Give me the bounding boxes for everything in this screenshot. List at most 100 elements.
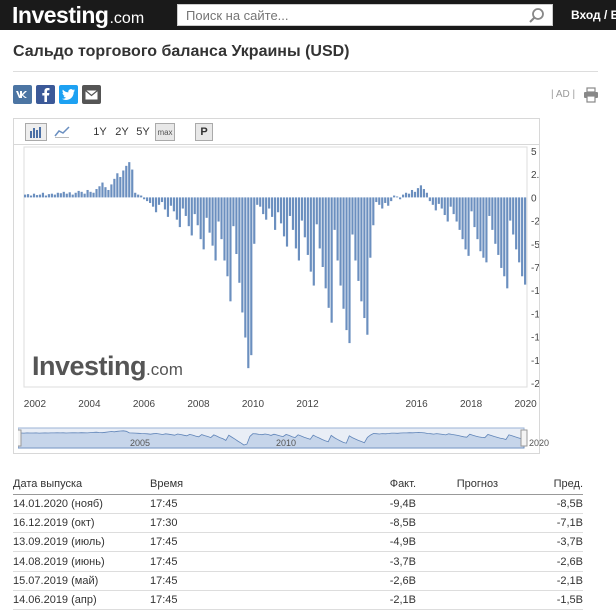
chart-bar (401, 194, 405, 198)
search-input[interactable] (178, 5, 518, 25)
chart-bar (181, 197, 184, 209)
email-share-icon[interactable] (82, 85, 101, 104)
range-1y-button[interactable]: 1Y (93, 126, 107, 138)
p-button[interactable]: P (195, 123, 213, 141)
chart-bar (464, 197, 467, 250)
chart-bar (244, 197, 247, 338)
y-tick-label: -17.5 (531, 356, 539, 367)
share-bar (13, 85, 101, 104)
navigator-label: 2005 (130, 438, 150, 448)
chart-bar (107, 189, 110, 198)
chart-bar (62, 191, 65, 198)
chart-bar (71, 194, 74, 198)
table-row: 15.07.2019 (май) 17:45 -2,6B -2,1B (13, 571, 583, 591)
row-time: 17:45 (150, 532, 300, 553)
chart-bar (279, 197, 283, 224)
chart-bar (479, 197, 482, 252)
row-forecast (416, 551, 498, 572)
twitter-share-icon[interactable] (59, 85, 78, 104)
row-date: 16.12.2019 (окт) (13, 513, 150, 534)
range-2y-button[interactable]: 2Y (115, 126, 129, 138)
row-forecast (416, 590, 498, 611)
bar-chart-icon[interactable] (25, 123, 47, 141)
row-time: 17:45 (150, 571, 300, 591)
chart-bar (419, 185, 423, 198)
chart-bar (512, 197, 515, 235)
chart-bar (515, 197, 518, 250)
header-actual[interactable]: Факт. (300, 474, 416, 495)
row-previous: -2,6B (498, 551, 583, 572)
chart-bar (521, 197, 524, 277)
chart-bar (422, 189, 426, 198)
chart-bar (163, 197, 167, 210)
chart-bar (50, 193, 53, 198)
chart-navigator[interactable]: 2005 2010 2020 (18, 420, 553, 454)
login-link[interactable]: Вход / Б (571, 8, 616, 22)
chart-bar (89, 191, 92, 198)
x-tick-label: 2006 (133, 399, 156, 410)
header-date[interactable]: Дата выпуска (13, 474, 150, 495)
chart-bar (437, 197, 440, 204)
chart-watermark: Investing .com (32, 351, 183, 382)
chart-bar (169, 197, 173, 206)
chart-bar (431, 197, 434, 205)
chart-bar (452, 197, 455, 215)
chart-bar (488, 197, 491, 216)
chart-bar (339, 197, 342, 286)
navigator-left-handle[interactable] (18, 429, 22, 447)
row-forecast (416, 513, 498, 534)
chart-bar (143, 197, 146, 200)
row-actual: -4,9B (300, 532, 416, 553)
investing-logo[interactable]: Investing .com (12, 2, 144, 28)
chart-bar (327, 197, 330, 308)
row-forecast (416, 494, 498, 514)
chart-bar (524, 197, 527, 285)
row-forecast (416, 571, 498, 591)
row-date: 14.08.2019 (июнь) (13, 551, 150, 572)
search-box[interactable] (177, 4, 553, 26)
header-forecast[interactable]: Прогноз (416, 474, 498, 495)
navigator-right-handle[interactable] (520, 429, 528, 447)
y-tick-label: 2.5 (531, 170, 539, 181)
chart-bar (226, 197, 229, 277)
row-time: 17:45 (150, 590, 300, 611)
row-date: 15.07.2019 (май) (13, 571, 150, 591)
range-max-button[interactable]: max (155, 123, 175, 141)
line-chart-icon[interactable] (51, 123, 73, 141)
chart-bar (47, 194, 50, 198)
chart-bar (157, 197, 161, 205)
chart-bar (509, 197, 512, 221)
chart-bar (74, 192, 77, 198)
navigator-label: 2010 (276, 438, 296, 448)
chart-bar (199, 197, 202, 240)
range-5y-button[interactable]: 5Y (136, 126, 150, 138)
chart-bar (146, 197, 149, 202)
chart-bar (172, 197, 175, 212)
watermark-main-text: Investing (32, 351, 147, 381)
header-time[interactable]: Время (150, 474, 300, 495)
chart-bar (369, 197, 372, 258)
ad-label: | AD | (551, 89, 576, 100)
y-tick-label: 5 (531, 147, 537, 158)
chart-bar (256, 197, 259, 205)
row-time: 17:45 (150, 551, 300, 572)
chart-bar (348, 197, 351, 344)
chart-bar (65, 193, 68, 198)
print-icon[interactable] (583, 87, 599, 103)
chart-bar (196, 197, 199, 226)
table-row: 13.09.2019 (июль) 17:45 -4,9B -3,7B (13, 532, 583, 553)
y-tick-label: -15 (531, 333, 539, 344)
chart-bar (101, 182, 104, 198)
navigator-label: 2020 (529, 438, 549, 448)
vk-share-icon[interactable] (13, 85, 32, 104)
chart-bar (119, 176, 122, 198)
logo-main-text: Investing (12, 2, 109, 28)
row-time: 17:30 (150, 513, 300, 534)
chart-bar (434, 197, 437, 211)
header-previous[interactable]: Пред. (498, 474, 583, 495)
facebook-share-icon[interactable] (36, 85, 55, 104)
chart-bar (250, 197, 253, 356)
search-icon[interactable] (528, 7, 546, 25)
chart-bar (497, 197, 500, 255)
x-tick-label: 2018 (460, 399, 483, 410)
